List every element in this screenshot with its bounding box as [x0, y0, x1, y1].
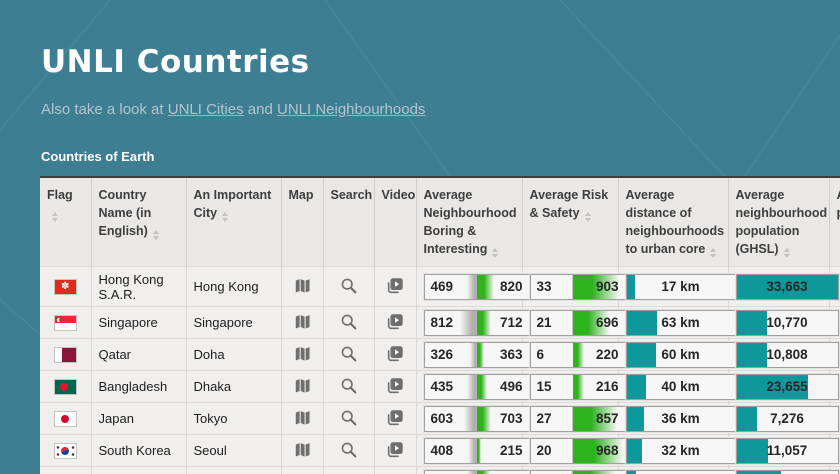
table-row: South Korea Seoul 408215 20968 32 km 11,…: [40, 435, 840, 467]
country-name-cell: Bangladesh: [91, 371, 186, 403]
risk-safety-bar: 15216: [530, 374, 626, 400]
population-bar: 11,057: [736, 438, 839, 464]
risk-safety-bar: 27857: [530, 406, 626, 432]
sort-icon[interactable]: [52, 212, 58, 222]
search-icon[interactable]: [338, 440, 360, 460]
video-icon[interactable]: [384, 275, 406, 295]
search-icon[interactable]: [338, 408, 360, 428]
map-icon[interactable]: [291, 408, 313, 428]
map-icon[interactable]: [291, 440, 313, 460]
map-icon[interactable]: [291, 376, 313, 396]
boring-interesting-bar: 326363: [424, 342, 530, 368]
important-city-cell: Dhaka: [186, 371, 281, 403]
boring-interesting-bar: 408215: [424, 438, 530, 464]
important-city-cell: Tokyo: [186, 403, 281, 435]
sort-icon[interactable]: [585, 212, 591, 222]
video-icon[interactable]: [384, 375, 406, 395]
page-title: UNLI Countries: [0, 0, 840, 80]
sort-icon[interactable]: [153, 230, 159, 240]
distance-bar: 17 km: [626, 274, 736, 300]
subtitle-text: and: [244, 101, 277, 118]
video-icon[interactable]: [384, 439, 406, 459]
country-flag-icon: [55, 412, 76, 426]
important-city-cell: Seoul: [186, 435, 281, 467]
country-flag-icon: [55, 316, 76, 330]
section-label: Countries of Earth: [0, 118, 840, 164]
map-icon[interactable]: [291, 344, 313, 364]
column-header-flag[interactable]: Flag: [40, 178, 91, 267]
map-icon[interactable]: [291, 276, 313, 296]
risk-safety-bar: 20968: [530, 438, 626, 464]
column-header-video: Video: [374, 178, 416, 267]
boring-interesting-bar: 435496: [424, 374, 530, 400]
country-name-cell: Japan: [91, 403, 186, 435]
country-name-cell: Qatar: [91, 339, 186, 371]
column-header-map: Map: [281, 178, 323, 267]
table-row: Bangladesh Dhaka 435496 15216 40 km 23,6…: [40, 371, 840, 403]
country-name-cell: South Korea: [91, 435, 186, 467]
table-row: Qatar Doha 326363 6220 60 km 10,808: [40, 339, 840, 371]
country-flag-icon: [55, 280, 76, 294]
subtitle-text: Also take a look at: [41, 101, 168, 118]
sort-icon[interactable]: [492, 248, 498, 258]
distance-bar: 36 km: [626, 406, 736, 432]
distance-bar: 32 km: [626, 438, 736, 464]
distance-bar: 40 km: [626, 374, 736, 400]
table-header-row: Flag Country Name (in English) An Import…: [40, 178, 840, 267]
distance-bar: 63 km: [626, 310, 736, 336]
column-header-distance[interactable]: Average distance of neighbourhoods to ur…: [618, 178, 728, 267]
video-icon[interactable]: [384, 407, 406, 427]
search-icon[interactable]: [338, 376, 360, 396]
video-icon[interactable]: [384, 343, 406, 363]
population-bar: 10,808: [736, 342, 839, 368]
table-row: [40, 467, 840, 474]
unli-neighbourhoods-link[interactable]: UNLI Neighbourhoods: [277, 101, 425, 118]
risk-safety-bar: 6220: [530, 342, 626, 368]
important-city-cell: Hong Kong: [186, 267, 281, 307]
important-city-cell: [186, 467, 281, 474]
important-city-cell: Singapore: [186, 307, 281, 339]
risk-safety-bar: 33903: [530, 274, 626, 300]
boring-interesting-bar: 603703: [424, 406, 530, 432]
column-header-country[interactable]: Country Name (in English): [91, 178, 186, 267]
unli-cities-link[interactable]: UNLI Cities: [168, 101, 244, 118]
table-row: Singapore Singapore 812712 21696 63 km 1…: [40, 307, 840, 339]
sort-icon[interactable]: [710, 248, 716, 258]
table-row: Hong Kong S.A.R. Hong Kong 469820 33903 …: [40, 267, 840, 307]
column-header-clipped: A p: [829, 178, 840, 267]
sort-icon[interactable]: [222, 212, 228, 222]
sort-icon[interactable]: [784, 248, 790, 258]
countries-table: Flag Country Name (in English) An Import…: [40, 176, 840, 474]
country-name-cell: [91, 467, 186, 474]
country-flag-icon: [55, 348, 76, 362]
column-header-search: Search: [323, 178, 374, 267]
search-icon[interactable]: [338, 312, 360, 332]
column-header-boring-interesting[interactable]: Average Neighbourhood Boring & Interesti…: [416, 178, 522, 267]
country-flag-icon: [55, 380, 76, 394]
column-header-population[interactable]: Average neighbourhood population (GHSL): [728, 178, 829, 267]
country-flag-icon: [55, 444, 76, 458]
boring-interesting-bar: 812712: [424, 310, 530, 336]
distance-bar: 60 km: [626, 342, 736, 368]
population-bar: 10,770: [736, 310, 839, 336]
map-icon[interactable]: [291, 312, 313, 332]
column-header-risk-safety[interactable]: Average Risk & Safety: [522, 178, 618, 267]
video-icon[interactable]: [384, 311, 406, 331]
search-icon[interactable]: [338, 276, 360, 296]
country-name-cell: Hong Kong S.A.R.: [91, 267, 186, 307]
risk-safety-bar: 21696: [530, 310, 626, 336]
country-name-cell: Singapore: [91, 307, 186, 339]
search-icon[interactable]: [338, 344, 360, 364]
boring-interesting-bar: 469820: [424, 274, 530, 300]
population-bar: 33,663: [736, 274, 839, 300]
important-city-cell: Doha: [186, 339, 281, 371]
column-header-city[interactable]: An Important City: [186, 178, 281, 267]
population-bar: 23,655: [736, 374, 839, 400]
population-bar: 7,276: [736, 406, 839, 432]
table-row: Japan Tokyo 603703 27857 36 km 7,276: [40, 403, 840, 435]
subtitle: Also take a look at UNLI Cities and UNLI…: [0, 80, 840, 118]
